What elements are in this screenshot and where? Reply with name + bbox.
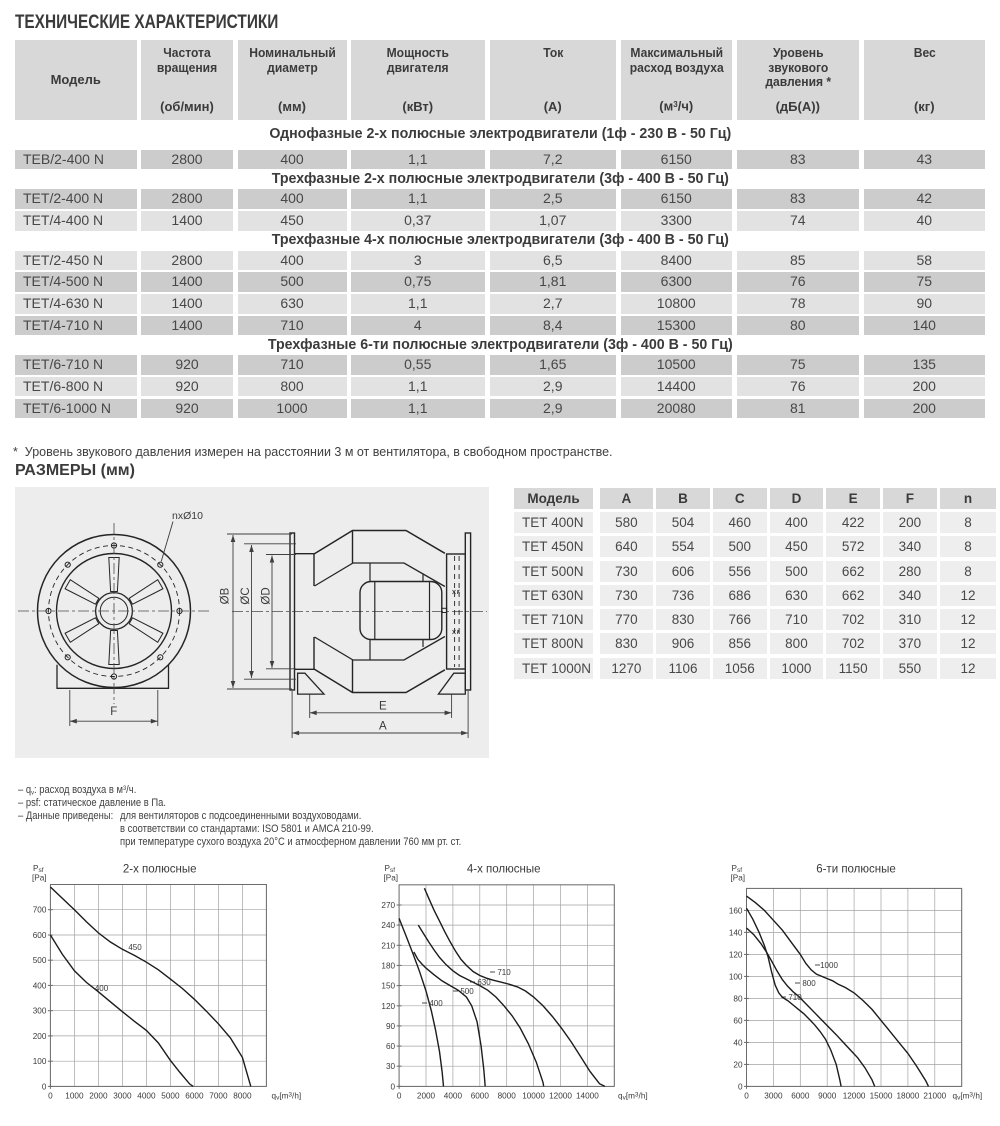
- svg-text:2000: 2000: [417, 1091, 436, 1100]
- svg-text:E: E: [379, 701, 387, 713]
- svg-text:30: 30: [386, 1062, 396, 1071]
- svg-text:14000: 14000: [576, 1091, 599, 1100]
- svg-text:qv[m3/h]: qv[m3/h]: [272, 1091, 302, 1102]
- svg-text:2000: 2000: [89, 1091, 108, 1100]
- svg-text:9000: 9000: [818, 1091, 837, 1100]
- svg-text:ØD: ØD: [261, 587, 273, 604]
- svg-text:140: 140: [729, 928, 743, 937]
- svg-text:800: 800: [802, 979, 816, 988]
- svg-text:nxØ10: nxØ10: [172, 510, 203, 522]
- svg-text:0: 0: [48, 1091, 53, 1100]
- svg-text:160: 160: [729, 906, 743, 915]
- svg-text:120: 120: [729, 950, 743, 959]
- svg-text:200: 200: [33, 1032, 47, 1041]
- svg-text:100: 100: [33, 1057, 47, 1066]
- svg-text:0: 0: [42, 1082, 47, 1091]
- svg-text:8000: 8000: [233, 1091, 252, 1100]
- svg-text:1000: 1000: [65, 1091, 84, 1100]
- svg-text:Psf: Psf: [385, 864, 396, 874]
- svg-text:120: 120: [381, 1002, 395, 1011]
- svg-text:270: 270: [381, 901, 395, 910]
- svg-text:5000: 5000: [161, 1091, 180, 1100]
- svg-text:400: 400: [429, 999, 443, 1008]
- svg-text:qv[m3/h]: qv[m3/h]: [618, 1091, 648, 1102]
- svg-text:6000: 6000: [471, 1091, 490, 1100]
- svg-text:600: 600: [33, 931, 47, 940]
- svg-text:400: 400: [33, 981, 47, 990]
- svg-text:710: 710: [788, 993, 802, 1002]
- svg-text:6-ти полюсные: 6-ти полюсные: [816, 864, 896, 876]
- svg-text:90: 90: [386, 1022, 396, 1031]
- svg-text:A: A: [379, 721, 387, 733]
- svg-text:450: 450: [128, 943, 142, 952]
- svg-text:1000: 1000: [820, 961, 838, 970]
- svg-text:15000: 15000: [870, 1091, 893, 1100]
- svg-text:[Pa]: [Pa]: [384, 874, 399, 883]
- svg-text:0: 0: [744, 1091, 749, 1100]
- svg-text:3000: 3000: [764, 1091, 783, 1100]
- svg-text:500: 500: [460, 987, 474, 996]
- svg-text:4000: 4000: [444, 1091, 463, 1100]
- svg-text:150: 150: [381, 982, 395, 991]
- svg-text:ØB: ØB: [220, 587, 232, 604]
- svg-text:F: F: [110, 706, 117, 718]
- svg-text:20: 20: [733, 1060, 743, 1069]
- svg-text:21000: 21000: [923, 1091, 946, 1100]
- svg-text:0: 0: [391, 1082, 396, 1091]
- svg-text:12000: 12000: [843, 1091, 866, 1100]
- svg-text:7000: 7000: [209, 1091, 228, 1100]
- svg-text:100: 100: [729, 972, 743, 981]
- svg-text:4000: 4000: [137, 1091, 156, 1100]
- svg-text:60: 60: [386, 1042, 396, 1051]
- svg-text:2-х полюсные: 2-х полюсные: [123, 864, 197, 876]
- svg-text:12000: 12000: [549, 1091, 572, 1100]
- svg-text:Psf: Psf: [732, 864, 743, 874]
- svg-text:700: 700: [33, 906, 47, 915]
- svg-text:400: 400: [95, 984, 109, 993]
- svg-text:18000: 18000: [897, 1091, 920, 1100]
- svg-text:8000: 8000: [498, 1091, 517, 1100]
- svg-text:6000: 6000: [791, 1091, 810, 1100]
- svg-text:630: 630: [477, 978, 491, 987]
- svg-text:[Pa]: [Pa]: [731, 874, 746, 883]
- svg-text:0: 0: [397, 1091, 402, 1100]
- svg-text:710: 710: [497, 968, 511, 977]
- svg-text:240: 240: [381, 921, 395, 930]
- svg-text:10000: 10000: [522, 1091, 545, 1100]
- svg-text:180: 180: [381, 961, 395, 970]
- svg-text:3000: 3000: [113, 1091, 132, 1100]
- svg-text:ØC: ØC: [240, 587, 252, 604]
- svg-text:210: 210: [381, 941, 395, 950]
- svg-text:6000: 6000: [185, 1091, 204, 1100]
- svg-text:4-х полюсные: 4-х полюсные: [467, 864, 541, 876]
- svg-text:0: 0: [738, 1082, 743, 1091]
- svg-text:300: 300: [33, 1007, 47, 1016]
- svg-text:Psf: Psf: [33, 864, 44, 874]
- svg-text:60: 60: [733, 1016, 743, 1025]
- svg-text:qv[m3/h]: qv[m3/h]: [953, 1091, 983, 1102]
- svg-text:[Pa]: [Pa]: [32, 874, 47, 883]
- svg-text:40: 40: [733, 1038, 743, 1047]
- svg-text:80: 80: [733, 994, 743, 1003]
- svg-text:500: 500: [33, 956, 47, 965]
